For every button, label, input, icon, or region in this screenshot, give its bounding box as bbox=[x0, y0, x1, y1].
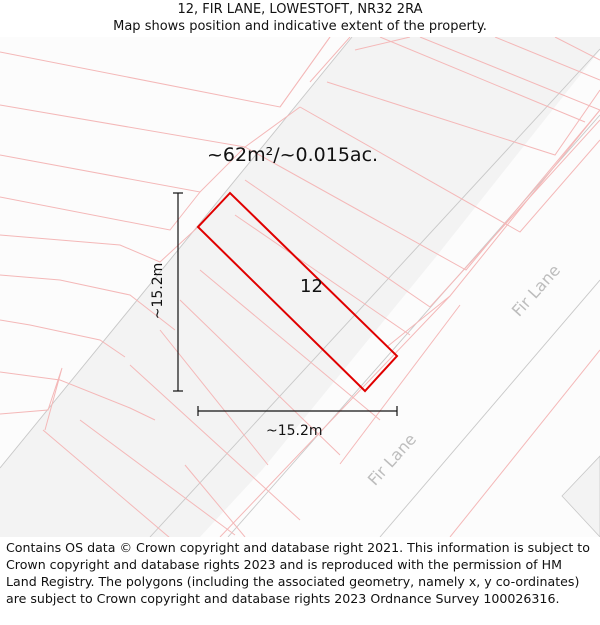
plot-number-label: 12 bbox=[300, 276, 323, 297]
property-address-title: 12, FIR LANE, LOWESTOFT, NR32 2RA bbox=[177, 2, 423, 17]
area-label: ~62m²/~0.015ac. bbox=[207, 144, 379, 166]
horizontal-measure-label: ~15.2m bbox=[266, 423, 323, 439]
attribution-text: Contains OS data © Crown copyright and d… bbox=[6, 540, 590, 606]
vertical-measure-label: ~15.2m bbox=[150, 262, 166, 320]
attribution-footer: Contains OS data © Crown copyright and d… bbox=[0, 537, 600, 607]
property-map[interactable]: ~62m²/~0.015ac. 12 ~15.2m ~15.2m Fir Lan… bbox=[0, 37, 600, 537]
map-canvas bbox=[0, 37, 600, 537]
building-band bbox=[0, 37, 600, 537]
vertical-measure bbox=[173, 192, 183, 392]
map-header: 12, FIR LANE, LOWESTOFT, NR32 2RA Map sh… bbox=[0, 0, 600, 37]
road-edges bbox=[0, 37, 600, 537]
map-subtitle: Map shows position and indicative extent… bbox=[113, 19, 487, 34]
horizontal-measure bbox=[197, 406, 398, 416]
property-outline[interactable] bbox=[196, 191, 399, 393]
parcel-boundaries bbox=[0, 37, 600, 537]
